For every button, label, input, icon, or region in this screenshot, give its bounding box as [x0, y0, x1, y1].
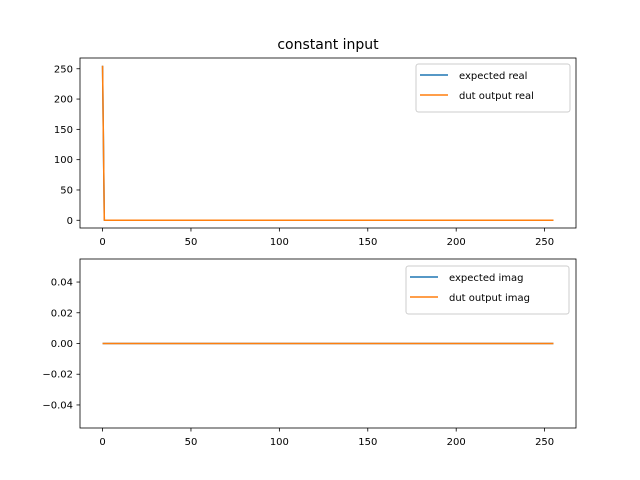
axes-frame	[79, 57, 577, 229]
x-tick-label: 250	[535, 237, 554, 248]
figure-title: constant input	[277, 37, 379, 53]
plots-container: 0 50 100 150 200 250 0 50 100 150 200 250 expected r…	[42, 57, 577, 448]
x-tick-label: 250	[535, 437, 554, 448]
y-tick-label: 0.02	[51, 308, 73, 319]
y-tick-label: −0.04	[42, 400, 73, 411]
y-tick-label: 100	[54, 155, 73, 166]
x-tick-label: 50	[185, 237, 198, 248]
y-tick-label: 200	[54, 95, 73, 106]
y-tick-label: 0.00	[51, 339, 73, 350]
x-tick-label: 100	[270, 237, 289, 248]
legend-label-2: dut output imag	[449, 293, 530, 304]
x-tick-label: 0	[99, 237, 105, 248]
legend-box	[405, 265, 570, 315]
legend: expected real dut output real	[415, 63, 571, 113]
legend-label-2: dut output real	[459, 91, 534, 102]
x-tick-label: 150	[358, 237, 377, 248]
x-tick-label: 50	[185, 437, 198, 448]
y-tick-label: 0	[67, 216, 73, 227]
y-tick-label: 250	[54, 64, 73, 75]
x-tick-label: 0	[99, 437, 105, 448]
y-tick-label: −0.02	[42, 370, 73, 381]
y-tick-label: 0.04	[51, 278, 73, 289]
legend-box	[415, 63, 571, 113]
x-tick-label: 200	[447, 237, 466, 248]
x-tick-label: 100	[270, 437, 289, 448]
legend-label-1: expected imag	[449, 273, 524, 284]
series-line-2	[101, 65, 554, 222]
subplot-1: 0 50 100 150 200 250 0 50 100 150 200 250 expected r…	[54, 57, 577, 248]
y-tick-label: 50	[60, 185, 73, 196]
x-tick-label: 200	[447, 437, 466, 448]
subplot-2: 0 50 100 150 200 250 −0.04 −0.02 0.00 0.02 0.04 exp…	[42, 258, 577, 448]
legend: expected imag dut output imag	[405, 265, 570, 315]
legend-label-1: expected real	[459, 71, 527, 82]
y-tick-label: 150	[54, 125, 73, 136]
x-tick-label: 150	[358, 437, 377, 448]
